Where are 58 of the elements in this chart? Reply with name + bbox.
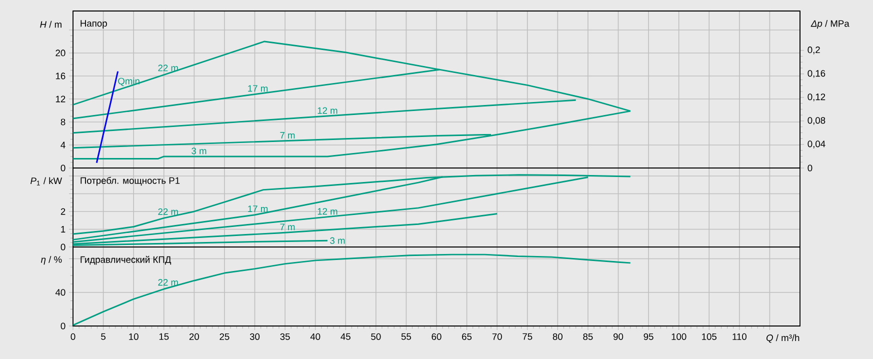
x-tick-label: 75 — [522, 333, 532, 340]
y2-tick-label: 0 — [808, 164, 812, 172]
x-tick-label: 25 — [220, 333, 230, 340]
x-tick-label: 80 — [552, 333, 562, 340]
y2-tick-label: 0,12 — [808, 94, 826, 102]
text: Гидравлический КПД — [80, 256, 172, 265]
series-label: 17 m — [248, 206, 268, 212]
x-tick-label: 70 — [492, 333, 502, 340]
y-tick-label: 20 — [56, 50, 66, 56]
x-tick-label: 40 — [310, 333, 320, 340]
x-tick-label: 100 — [672, 333, 686, 340]
y-axis-title: η / % — [40, 256, 62, 265]
x-tick-label: 110 — [732, 333, 746, 340]
x-tick-label: 30 — [250, 333, 260, 340]
y-tick-label: 8 — [60, 118, 66, 126]
y-tick-label: 0 — [60, 244, 66, 250]
y-tick-label: 0 — [60, 322, 66, 330]
y2-tick-label: 0,04 — [808, 140, 826, 148]
x-tick-label: 95 — [644, 333, 654, 340]
x-tick-label: 60 — [432, 333, 442, 340]
text: Потребл. мощность P1 — [80, 176, 180, 186]
y-tick-label: 40 — [55, 289, 66, 296]
x-tick-label: 10 — [129, 333, 138, 340]
x-tick-label: 90 — [614, 333, 624, 340]
x-tick-label: 50 — [371, 333, 381, 340]
x-tick-label: 0 — [70, 333, 76, 340]
y-tick-label: 2 — [60, 208, 66, 215]
series-label: 7 m — [280, 224, 295, 230]
series-label: 7 m — [280, 132, 295, 138]
series-label: 12 m — [318, 208, 338, 215]
x-tick-label: 45 — [340, 333, 350, 340]
y-tick-label: 16 — [56, 72, 66, 80]
y-axis-title: P$_{1}$ / kW — [30, 177, 62, 186]
x-tick-label: 85 — [583, 333, 593, 340]
series-label: 17 m — [248, 85, 268, 92]
y2-tick-label: 0,08 — [808, 117, 826, 125]
series-label: 3 m — [192, 148, 206, 154]
y-tick-label: 1 — [61, 226, 66, 232]
y2-tick-label: 0,2 — [808, 46, 820, 54]
x-tick-label: 65 — [462, 333, 472, 340]
y-tick-label: 4 — [60, 142, 66, 148]
y-tick-label: 0 — [60, 164, 66, 172]
y-axis-title: H / m — [40, 20, 62, 28]
series-label: 22 m — [158, 208, 178, 215]
y2-axis-title: Δp / MPa — [810, 20, 850, 29]
y2-tick-label: 0,16 — [808, 70, 826, 78]
x-tick-label: 55 — [401, 333, 412, 340]
series-label: Qmin — [118, 78, 140, 86]
series-label: 3 m — [330, 237, 345, 244]
x-tick-label: 15 — [159, 333, 169, 340]
x-tick-label: 5 — [101, 333, 106, 340]
x-tick-label: 35 — [280, 333, 290, 340]
x-tick-label: 105 — [702, 333, 717, 340]
text: Напор — [80, 20, 107, 29]
x-axis-title: Q / m³/h — [766, 334, 800, 343]
series-label: 12 m — [318, 107, 338, 114]
y-tick-label: 12 — [56, 96, 66, 102]
x-tick-label: 20 — [189, 333, 200, 340]
